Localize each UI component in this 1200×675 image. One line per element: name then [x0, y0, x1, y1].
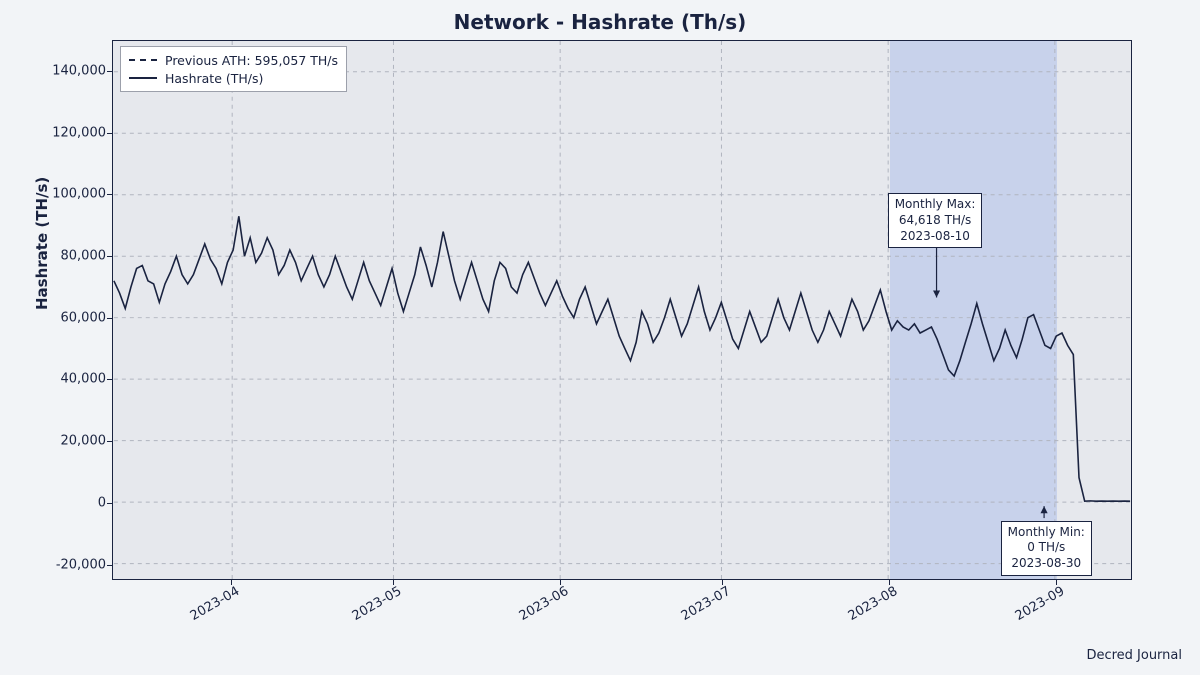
legend-row-ath: Previous ATH: 595,057 TH/s [129, 51, 338, 69]
legend-row-series: Hashrate (TH/s) [129, 69, 338, 87]
annotation-min-heading: Monthly Min: [1008, 525, 1085, 539]
data-line-layer [113, 41, 1131, 579]
ytick-label: 80,000 [61, 249, 107, 264]
annotation-max: Monthly Max: 64,618 TH/s 2023-08-10 [888, 193, 983, 248]
ytick-label: 100,000 [52, 187, 106, 202]
ytick-label: 120,000 [52, 125, 106, 140]
legend-swatch-solid [129, 77, 157, 79]
annotation-min: Monthly Min: 0 TH/s 2023-08-30 [1001, 521, 1092, 576]
chart-container: Network - Hashrate (Th/s) Hashrate (TH/s… [0, 0, 1200, 675]
xtick-label: 2023-08 [846, 586, 897, 624]
ytick-label: 20,000 [61, 434, 107, 449]
legend-label-series: Hashrate (TH/s) [165, 71, 263, 86]
annotation-min-value: 0 TH/s [1027, 540, 1065, 554]
xtick-label: 2023-09 [1013, 586, 1064, 624]
xtick-label: 2023-07 [679, 586, 730, 624]
legend: Previous ATH: 595,057 TH/s Hashrate (TH/… [120, 46, 347, 92]
chart-title: Network - Hashrate (Th/s) [0, 10, 1200, 34]
xtick-label: 2023-04 [187, 586, 238, 624]
ytick-label: 140,000 [52, 63, 106, 78]
xtick-label: 2023-06 [517, 586, 568, 624]
annotation-max-date: 2023-08-10 [900, 229, 970, 243]
annotation-min-date: 2023-08-30 [1011, 556, 1081, 570]
plot-area [112, 40, 1132, 580]
annotation-max-heading: Monthly Max: [895, 197, 976, 211]
y-axis-label: Hashrate (TH/s) [33, 177, 51, 310]
ytick-label: 0 [98, 495, 106, 510]
ytick-label: 60,000 [61, 310, 107, 325]
annotation-max-value: 64,618 TH/s [899, 213, 971, 227]
legend-swatch-dashed [129, 59, 157, 61]
credit-label: Decred Journal [1086, 648, 1182, 663]
legend-label-ath: Previous ATH: 595,057 TH/s [165, 53, 338, 68]
ytick-label: -20,000 [56, 557, 106, 572]
xtick-label: 2023-05 [349, 586, 400, 624]
ytick-label: 40,000 [61, 372, 107, 387]
